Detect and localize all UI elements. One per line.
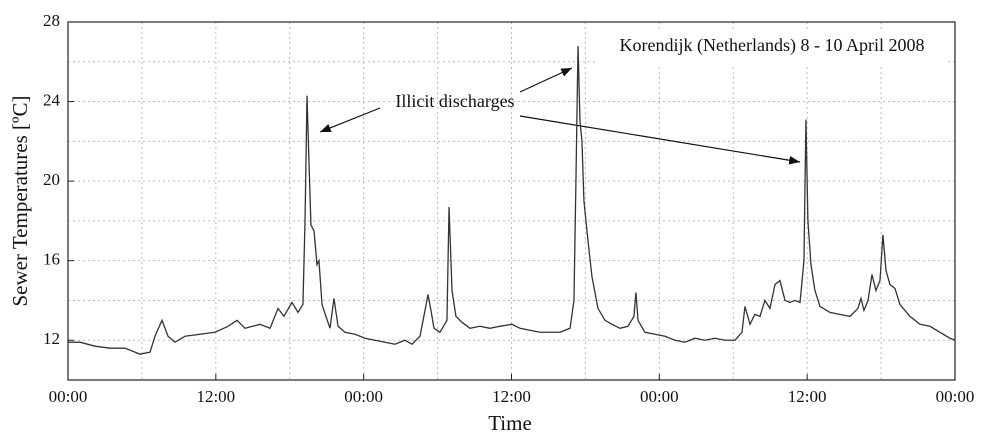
data-line [68, 45, 956, 355]
chart-title: Korendijk (Netherlands) 8 - 10 April 200… [620, 35, 925, 56]
x-tick-label: 00:00 [640, 387, 679, 406]
y-axis-title: Sewer Temperatures [ºC] [8, 95, 32, 306]
y-tick-label: 20 [43, 170, 60, 189]
annotation-arrow [519, 67, 573, 93]
x-tick-label: 12:00 [492, 387, 531, 406]
x-tick-label: 00:00 [49, 387, 88, 406]
x-tick-label: 12:00 [788, 387, 827, 406]
x-axis-title: Time [488, 411, 532, 435]
annotation-arrow [319, 107, 381, 133]
grid [68, 22, 955, 380]
y-tick-label: 24 [43, 90, 61, 109]
y-tick-label: 16 [43, 250, 60, 269]
annotation-arrow [519, 115, 801, 165]
plot-frame [67, 21, 956, 381]
x-tick-label: 12:00 [196, 387, 235, 406]
x-tick-label: 00:00 [936, 387, 975, 406]
y-tick-label: 28 [43, 11, 60, 30]
annotation: Illicit discharges [395, 91, 514, 111]
y-tick-label: 12 [43, 329, 60, 348]
title-box [596, 30, 948, 64]
x-tick-label: 00:00 [344, 387, 383, 406]
